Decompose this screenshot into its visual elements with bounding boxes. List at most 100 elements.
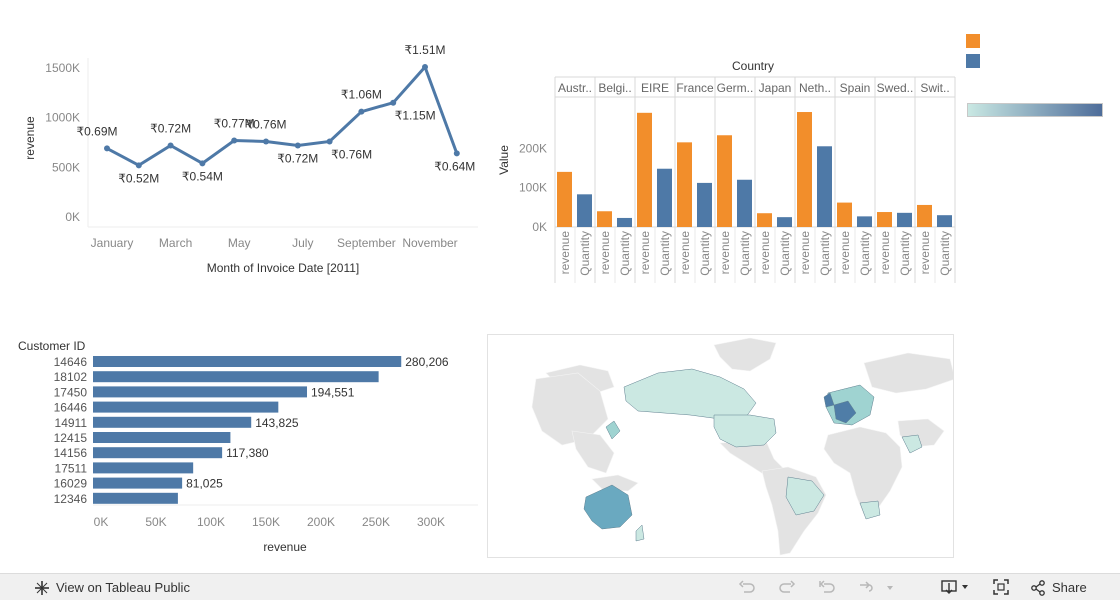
- country-quantity-bar[interactable]: [697, 182, 712, 227]
- revenue-line-chart[interactable]: revenue Month of Invoice Date [2011] 150…: [0, 0, 486, 285]
- line-y-tick-label: 1000K: [45, 111, 80, 125]
- line-data-point[interactable]: [326, 138, 333, 145]
- customer-revenue-bar-chart[interactable]: Customer ID revenue 14646 280,206 18102174…: [0, 330, 486, 562]
- redo-icon[interactable]: [778, 578, 796, 596]
- country-revenue-bar[interactable]: [597, 211, 612, 227]
- country-revenue-bar[interactable]: [557, 171, 572, 227]
- customer-revenue-bar[interactable]: [93, 401, 279, 413]
- country-quantity-bar[interactable]: [737, 179, 752, 227]
- country-revenue-bar[interactable]: [757, 213, 772, 227]
- measure-axis-label: revenue: [678, 231, 692, 275]
- country-y-tick-label: 200K: [519, 141, 547, 155]
- customer-id-label: 16029: [54, 477, 88, 491]
- country-revenue-bar[interactable]: [717, 135, 732, 227]
- measure-axis-label: Quantity: [578, 231, 592, 276]
- line-data-point[interactable]: [231, 137, 238, 144]
- line-data-point[interactable]: [104, 145, 110, 152]
- line-data-point[interactable]: [422, 63, 428, 70]
- line-x-tick-label: January: [91, 236, 134, 250]
- undo-icon[interactable]: [738, 578, 756, 596]
- download-icon[interactable]: [940, 578, 972, 596]
- customer-revenue-bar[interactable]: [93, 492, 178, 504]
- line-data-point[interactable]: [135, 162, 142, 169]
- line-data-point[interactable]: [199, 160, 206, 167]
- measure-axis-label: Quantity: [618, 231, 632, 276]
- measure-axis-label: revenue: [598, 231, 612, 275]
- region-new-zealand[interactable]: [635, 524, 645, 542]
- land-asia-south: [571, 430, 615, 474]
- country-revenue-bar[interactable]: [877, 212, 892, 227]
- country-quantity-bar[interactable]: [657, 168, 672, 227]
- share-button[interactable]: Share: [1030, 574, 1087, 601]
- line-data-point[interactable]: [453, 150, 460, 157]
- refresh-icon[interactable]: [856, 578, 874, 596]
- country-y-axis-title: Value: [497, 145, 511, 175]
- view-on-tableau-public[interactable]: View on Tableau Public: [34, 574, 190, 601]
- country-revenue-bar[interactable]: [797, 112, 812, 227]
- line-x-tick-label: May: [228, 236, 251, 250]
- country-quantity-bar[interactable]: [857, 216, 872, 227]
- customer-x-tick-label: 150K: [252, 515, 280, 529]
- country-revenue-bar[interactable]: [677, 142, 692, 227]
- measure-axis-label: revenue: [918, 231, 932, 275]
- world-map[interactable]: [487, 334, 954, 558]
- customer-id-label: 14911: [55, 416, 88, 430]
- customer-revenue-bar[interactable]: [93, 356, 402, 367]
- customer-revenue-bar[interactable]: [93, 432, 231, 443]
- fullscreen-icon[interactable]: [992, 578, 1010, 596]
- region-uk[interactable]: [823, 392, 835, 408]
- customer-value-label: 280,206: [405, 355, 449, 369]
- region-europe-west[interactable]: [833, 400, 857, 424]
- country-quantity-bar[interactable]: [577, 194, 592, 227]
- line-data-label: ₹0.72M: [150, 121, 191, 135]
- legend-swatch-blue[interactable]: [966, 54, 980, 68]
- land-indonesia: [591, 474, 639, 492]
- line-data-label: ₹1.51M: [405, 43, 446, 57]
- country-quantity-bar[interactable]: [617, 217, 632, 227]
- refresh-dropdown-icon[interactable]: [884, 578, 896, 596]
- country-quantity-bar[interactable]: [817, 146, 832, 227]
- line-data-label: ₹0.77M: [214, 116, 255, 130]
- line-data-point[interactable]: [263, 138, 269, 145]
- customer-value-label: 194,551: [311, 385, 355, 399]
- country-bar-chart[interactable]: Country Value 200K 100K 0K Austr.. revenue Q…: [490, 50, 960, 290]
- region-usa[interactable]: [713, 414, 777, 448]
- country-revenue-bar[interactable]: [837, 202, 852, 227]
- line-data-label: ₹0.54M: [182, 169, 223, 183]
- region-saudi-arabia[interactable]: [901, 434, 923, 454]
- revert-icon[interactable]: [818, 578, 836, 596]
- country-column-header: Germ..: [717, 81, 754, 95]
- customer-value-label: 117,380: [226, 446, 269, 460]
- region-australia[interactable]: [583, 484, 633, 530]
- country-column-header: Swed..: [877, 81, 914, 95]
- region-south-africa[interactable]: [859, 500, 881, 520]
- line-data-point[interactable]: [294, 142, 301, 149]
- line-data-label: ₹0.52M: [118, 171, 159, 185]
- customer-revenue-bar[interactable]: [93, 371, 379, 383]
- region-canada[interactable]: [623, 368, 757, 420]
- line-data-point[interactable]: [358, 108, 365, 115]
- customer-revenue-bar[interactable]: [93, 416, 252, 428]
- country-y-tick-label: 100K: [519, 181, 547, 195]
- country-column-header: Belgi..: [598, 81, 631, 95]
- country-quantity-bar[interactable]: [897, 212, 912, 227]
- country-column-header: France: [676, 81, 714, 95]
- customer-revenue-bar[interactable]: [93, 477, 183, 489]
- legend-swatch-orange[interactable]: [966, 34, 980, 48]
- customer-revenue-bar[interactable]: [93, 386, 308, 398]
- tableau-toolbar: View on Tableau Public Share: [0, 573, 1120, 600]
- country-revenue-bar[interactable]: [637, 112, 652, 227]
- customer-revenue-bar[interactable]: [93, 447, 223, 459]
- country-quantity-bar[interactable]: [777, 217, 792, 227]
- region-japan[interactable]: [605, 420, 621, 440]
- country-column-header: Spain: [840, 81, 871, 95]
- country-revenue-bar[interactable]: [917, 204, 932, 227]
- line-x-tick-label: September: [337, 236, 396, 250]
- customer-id-label: 12346: [54, 492, 88, 506]
- region-brazil[interactable]: [785, 476, 825, 516]
- country-chart-title: Country: [732, 59, 774, 73]
- country-quantity-bar[interactable]: [937, 215, 952, 227]
- line-data-point[interactable]: [167, 142, 174, 149]
- customer-revenue-bar[interactable]: [93, 462, 194, 474]
- line-data-point[interactable]: [390, 99, 397, 106]
